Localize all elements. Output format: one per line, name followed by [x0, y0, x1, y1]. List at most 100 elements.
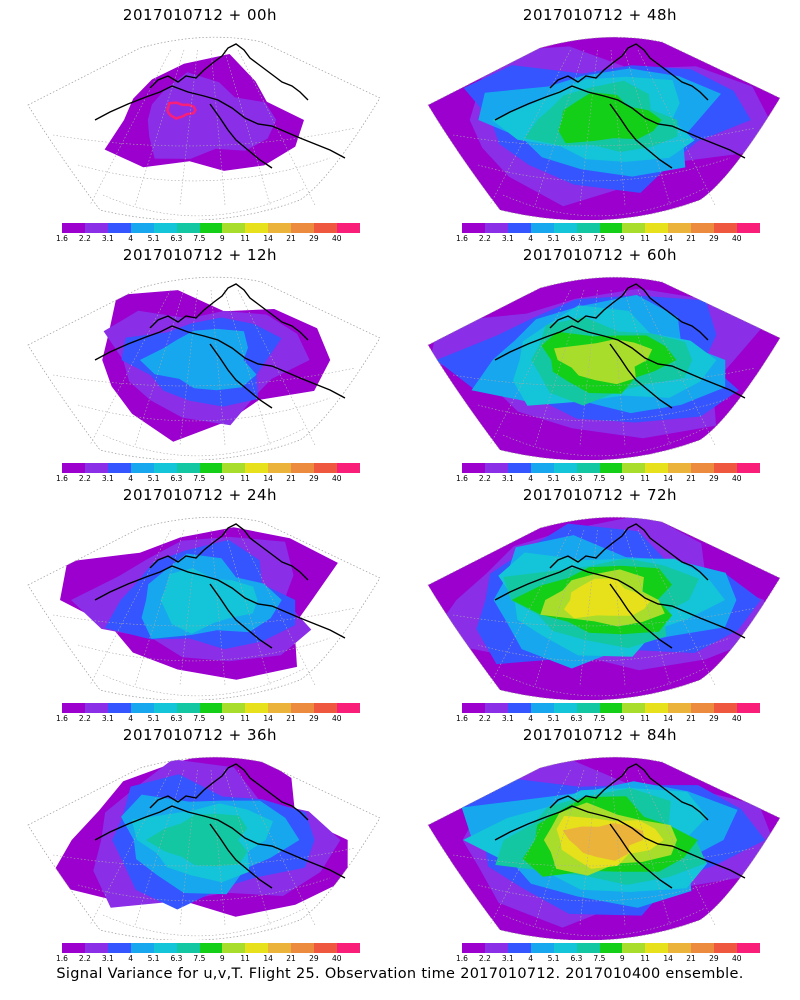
colorbar-swatch — [668, 463, 692, 473]
map-plot — [427, 756, 781, 940]
colorbar-swatch — [268, 463, 292, 473]
colorbar-tick-label: 29 — [709, 954, 719, 963]
colorbar-swatch — [691, 943, 715, 953]
colorbar-tick-label: 11 — [640, 474, 650, 483]
colorbar-swatch — [130, 943, 154, 953]
colorbar-swatch — [62, 463, 85, 473]
colorbar-tick-label: 29 — [309, 954, 319, 963]
colorbar-swatch — [645, 703, 669, 713]
colorbar-swatch — [199, 943, 223, 953]
map-plot — [27, 276, 381, 460]
colorbar-tick-label: 6.3 — [570, 474, 583, 483]
colorbar-tick-label: 40 — [732, 954, 742, 963]
colorbar-swatch — [245, 943, 269, 953]
colorbar-swatch — [245, 463, 269, 473]
colorbar-tick-label: 5.1 — [147, 234, 160, 243]
colorbar-tick-label: 40 — [332, 714, 342, 723]
colorbar-swatch — [84, 703, 108, 713]
colorbar-tick-label: 2.2 — [478, 954, 491, 963]
colorbar-tick-label: 14 — [663, 954, 673, 963]
colorbar-tick-label: 2.2 — [78, 954, 91, 963]
colorbar-tick-label: 6.3 — [170, 714, 183, 723]
colorbar-swatch — [530, 703, 554, 713]
map-plot — [27, 756, 381, 940]
colorbar-tick-label: 40 — [732, 474, 742, 483]
colorbar-swatch — [553, 223, 577, 233]
colorbar-swatch — [507, 703, 531, 713]
colorbar-tick-label: 1.6 — [456, 234, 468, 243]
colorbar-tick-label: 9 — [219, 234, 225, 243]
colorbar-tick-label: 14 — [263, 714, 273, 723]
colorbar-swatch — [130, 703, 154, 713]
colorbar-labels: 1.6 2.2 3.1 4 5.1 6.3 7.5 9 11 14 21 29 40 — [52, 474, 372, 484]
colorbar-labels: 1.6 2.2 3.1 4 5.1 6.3 7.5 9 11 14 21 29 40 — [452, 234, 772, 244]
colorbar-swatch — [645, 223, 669, 233]
colorbar — [62, 943, 360, 953]
colorbar-swatch — [199, 223, 223, 233]
colorbar-tick-label: 4 — [128, 474, 134, 483]
colorbar-tick-label: 40 — [332, 234, 342, 243]
figure-caption: Signal Variance for u,v,T. Flight 25. Ob… — [56, 966, 744, 982]
colorbar-labels: 1.6 2.2 3.1 4 5.1 6.3 7.5 9 11 14 21 29 40 — [52, 954, 372, 964]
colorbar-tick-label: 40 — [332, 954, 342, 963]
colorbar-tick-label: 6.3 — [170, 954, 183, 963]
colorbar-swatch — [314, 703, 338, 713]
colorbar-tick-label: 11 — [240, 234, 250, 243]
colorbar-tick-label: 11 — [240, 714, 250, 723]
colorbar-swatch — [462, 943, 485, 953]
map-plot — [27, 36, 381, 220]
colorbar — [462, 463, 760, 473]
colorbar — [62, 463, 360, 473]
colorbar-swatch — [291, 223, 315, 233]
colorbar-tick-label: 11 — [640, 954, 650, 963]
colorbar-swatch — [268, 223, 292, 233]
colorbar-swatch — [553, 703, 577, 713]
colorbar-swatch — [622, 703, 646, 713]
colorbar-tick-label: 4 — [528, 954, 534, 963]
variance-field — [428, 757, 780, 940]
colorbar-swatch — [462, 463, 485, 473]
colorbar-tick-label: 6.3 — [570, 234, 583, 243]
colorbar-tick-label: 9 — [619, 954, 625, 963]
colorbar-tick-label: 4 — [128, 714, 134, 723]
colorbar-swatch — [507, 463, 531, 473]
colorbar-tick-label: 3.1 — [501, 474, 514, 483]
colorbar-swatch — [337, 463, 360, 473]
colorbar-labels: 1.6 2.2 3.1 4 5.1 6.3 7.5 9 11 14 21 29 40 — [452, 714, 772, 724]
colorbar-swatch — [130, 223, 154, 233]
forecast-panel: 2017010712 + 60h 1.6 2.2 3.1 4 5.1 6.3 7.5 9 11 14… — [400, 240, 800, 483]
colorbar-tick-label: 5.1 — [547, 714, 560, 723]
colorbar-tick-label: 21 — [686, 474, 696, 483]
map-plot — [27, 516, 381, 700]
colorbar-swatch — [153, 463, 177, 473]
colorbar-swatch — [530, 943, 554, 953]
colorbar-tick-label: 2.2 — [478, 474, 491, 483]
colorbar-swatch — [222, 943, 246, 953]
colorbar-tick-label: 21 — [686, 954, 696, 963]
colorbar-swatch — [84, 943, 108, 953]
colorbar-tick-label: 21 — [286, 714, 296, 723]
colorbar-tick-label: 21 — [686, 234, 696, 243]
colorbar-swatch — [62, 223, 85, 233]
colorbar-tick-label: 7.5 — [193, 954, 206, 963]
colorbar-tick-label: 6.3 — [170, 234, 183, 243]
colorbar-tick-label: 4 — [528, 234, 534, 243]
colorbar — [462, 703, 760, 713]
colorbar — [462, 943, 760, 953]
colorbar-tick-label: 1.6 — [456, 474, 468, 483]
colorbar-tick-label: 2.2 — [78, 234, 91, 243]
colorbar-swatch — [622, 463, 646, 473]
variance-field — [104, 54, 304, 171]
colorbar-tick-label: 21 — [286, 474, 296, 483]
forecast-panel: 2017010712 + 48h 1.6 2.2 3.1 4 5.1 6.3 7.5 9 11 14… — [400, 0, 800, 243]
colorbar-tick-label: 1.6 — [456, 714, 468, 723]
forecast-panel: 2017010712 + 36h 1.6 2.2 3.1 4 5.1 6.3 7.5 9 11 14… — [0, 720, 400, 963]
colorbar-swatch — [691, 463, 715, 473]
forecast-panel: 2017010712 + 24h 1.6 2.2 3.1 4 5.1 6.3 7.5 9 11 14… — [0, 480, 400, 723]
colorbar-tick-label: 14 — [263, 234, 273, 243]
colorbar-swatch — [84, 463, 108, 473]
colorbar-swatch — [222, 703, 246, 713]
colorbar-tick-label: 21 — [286, 234, 296, 243]
colorbar-tick-label: 3.1 — [101, 954, 114, 963]
colorbar-labels: 1.6 2.2 3.1 4 5.1 6.3 7.5 9 11 14 21 29 40 — [452, 954, 772, 964]
